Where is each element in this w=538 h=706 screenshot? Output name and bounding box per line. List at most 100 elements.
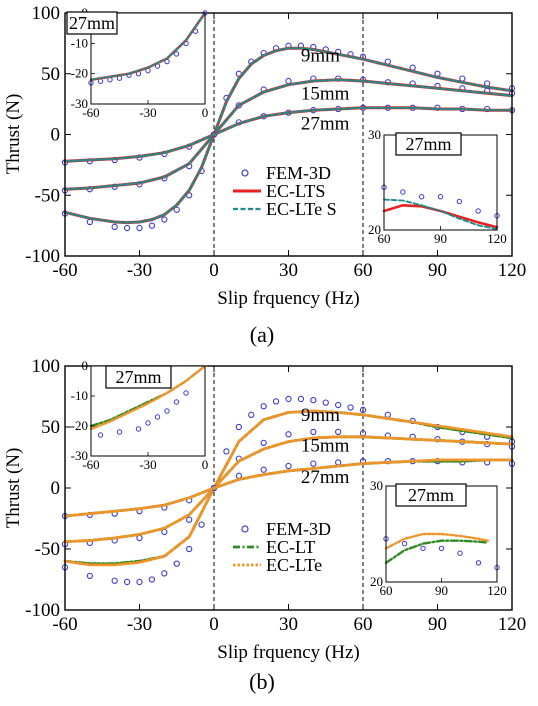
inset-series-fem-3d-marker	[420, 545, 426, 552]
x-axis-label: Slip frquency (Hz)	[217, 288, 359, 309]
x-tick-label: -60	[52, 614, 77, 635]
inset-x-tick-label: 90	[435, 583, 448, 598]
y-tick-label: -50	[35, 185, 60, 206]
series-15mm-ec-lte-line	[63, 435, 514, 544]
inset-series-fem-3d-marker	[173, 51, 180, 57]
inset-series-fem-3d-marker	[437, 194, 444, 200]
inset-series-ec-lte-line	[89, 364, 207, 431]
series-27mm-fem-3d-marker	[260, 466, 267, 473]
inset-x-tick-label: 120	[487, 583, 507, 598]
series-27mm-fem-3d-marker	[285, 462, 292, 470]
series-27mm-fem-3d-marker	[235, 472, 242, 479]
series-15mm-fem-3d-marker	[335, 428, 342, 436]
inset-series-fem-3d-marker	[173, 399, 180, 405]
inset-series-fem-3d-marker	[164, 408, 170, 414]
inset-series-fem-3d-marker	[183, 390, 189, 396]
inset-label-box	[66, 11, 118, 35]
series-9mm-fem-3d-marker	[359, 406, 367, 414]
y-tick-label: 50	[41, 417, 60, 438]
curve-label-9mm: 9mm	[301, 405, 340, 426]
inset-y-tick-label: -10	[71, 35, 88, 50]
y-tick-label: 100	[32, 356, 61, 377]
inset-series-fem-3d-marker	[97, 432, 104, 438]
inset-x-tick-label: -60	[82, 105, 99, 120]
x-tick-label: 0	[209, 260, 219, 281]
y-tick-label: -100	[25, 246, 60, 267]
legend-label-fem-3d: FEM-3D	[266, 163, 331, 183]
series-9mm-ec-lte-line	[63, 409, 514, 567]
x-tick-label: 30	[279, 614, 298, 635]
inset-series-fem-3d-marker	[457, 550, 463, 556]
x-tick-label: -60	[52, 260, 77, 281]
inset-y-tick-label: 30	[368, 127, 381, 142]
inset-positive-slip: 60 90 120 20 30 27mm	[370, 478, 507, 598]
series-9mm-fem-3d-marker	[248, 411, 255, 418]
series-15mm-fem-3d-marker	[186, 516, 193, 523]
inset-series-fem-3d-marker	[145, 420, 151, 426]
y-tick-label: -50	[35, 539, 60, 560]
inset-y-tick-label: 20	[368, 222, 381, 237]
inset-label-box	[395, 132, 462, 156]
inset-x-tick-label: 60	[378, 231, 391, 246]
x-tick-label: -30	[127, 260, 152, 281]
y-tick-label: 0	[51, 125, 61, 146]
y-tick-label: 0	[51, 478, 61, 499]
inset-label: 27mm	[69, 13, 115, 33]
inset-label-box	[395, 483, 467, 507]
series-9mm-fem-3d-marker	[285, 395, 292, 403]
legend-marker-fem-3d	[241, 525, 249, 533]
inset-x-tick-label: -30	[139, 105, 156, 120]
series-9mm-fem-3d-marker	[148, 576, 156, 583]
inset-x-tick-label: 0	[202, 457, 209, 472]
y-axis-label: Thrust (N)	[3, 94, 24, 175]
series-9mm-fem-3d-marker	[173, 206, 180, 213]
inset-y-tick-label: -10	[71, 388, 88, 403]
inset-x-tick-label: 60	[380, 583, 393, 598]
legend-label-fem-3d: FEM-3D	[266, 519, 331, 539]
inset-series-ec-lte-s-line	[90, 12, 206, 81]
inset-series-ec-lt-line	[384, 539, 489, 564]
curve-label-27mm: 27mm	[301, 467, 350, 488]
x-axis-label: Slip frquency (Hz)	[217, 642, 359, 663]
series-9mm-fem-3d-marker	[310, 397, 317, 404]
series-9mm-fem-3d-marker	[161, 570, 168, 577]
series-9mm-fem-3d-marker	[161, 216, 168, 223]
inset-series-fem-3d-marker	[135, 426, 142, 432]
inset-y-tick-label: -20	[71, 66, 88, 81]
inset-series-ec-lte-line	[384, 532, 489, 550]
y-tick-label: -100	[25, 600, 60, 621]
series-9mm-fem-3d-marker	[335, 401, 342, 409]
y-tick-label: 100	[32, 3, 61, 24]
inset-y-tick-label: 0	[82, 358, 89, 373]
x-tick-label: 60	[354, 614, 373, 635]
series-15mm-ec-lte-s-line	[63, 78, 514, 191]
x-tick-label: 90	[428, 260, 447, 281]
panel-caption: (b)	[249, 669, 275, 694]
legend-label-ec-lte-s: EC-LTe S	[266, 199, 337, 219]
series-9mm-fem-3d-marker	[297, 395, 305, 403]
legend-label-ec-lte: EC-LTe	[266, 555, 322, 575]
series-27mm-ec-lte-s-line	[63, 106, 514, 163]
inset-x-tick-label: 120	[487, 231, 507, 246]
inset-label-box	[105, 365, 172, 389]
series-9mm-fem-3d-marker	[235, 423, 242, 431]
series-9mm-ec-lte-s-line	[63, 47, 514, 224]
inset-series-fem-3d-marker	[475, 560, 482, 566]
series-15mm-fem-3d-marker	[285, 77, 292, 85]
inset-series-fem-3d-marker	[400, 189, 406, 195]
x-tick-label: 120	[498, 614, 527, 635]
series-9mm-fem-3d-marker	[384, 411, 391, 418]
curve-label-27mm: 27mm	[301, 114, 350, 135]
x-tick-label: 30	[279, 260, 298, 281]
series-9mm-fem-3d-marker	[86, 572, 93, 579]
series-9mm-fem-3d-marker	[136, 224, 143, 232]
inset-label: 27mm	[408, 485, 454, 505]
inset-y-tick-label: 20	[370, 574, 383, 589]
inset-series-fem-3d-marker	[401, 540, 408, 547]
inset-y-tick-label: -30	[71, 96, 88, 111]
